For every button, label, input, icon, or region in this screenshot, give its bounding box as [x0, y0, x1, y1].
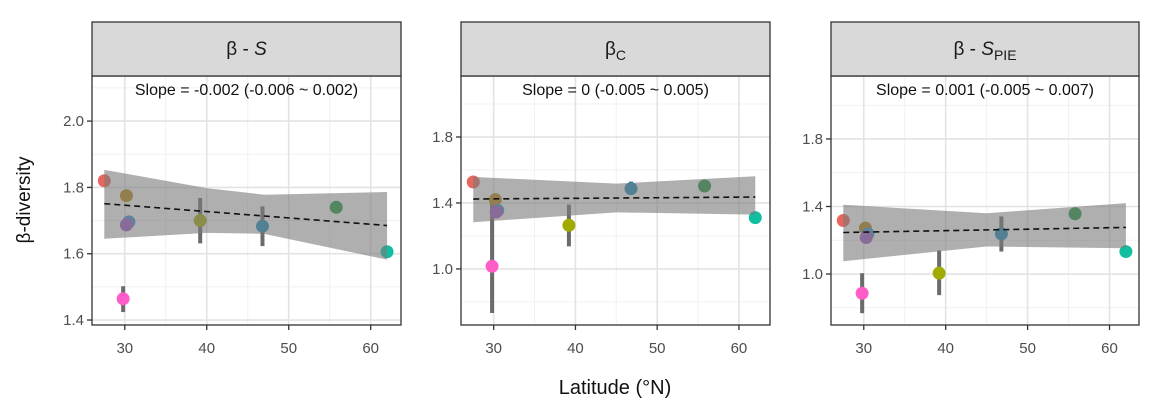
facet-title: βC — [605, 39, 626, 63]
y-tick-label: 1.8 — [802, 131, 823, 148]
y-tick-label: 1.8 — [432, 129, 453, 146]
data-point — [855, 286, 869, 300]
x-tick-label: 60 — [731, 340, 748, 357]
x-axis-label: Latitude (°N) — [559, 377, 672, 399]
data-point — [485, 259, 499, 273]
y-tick-label: 1.4 — [63, 312, 84, 329]
y-tick-label: 1.4 — [802, 198, 823, 215]
x-tick-label: 50 — [649, 340, 666, 357]
y-tick-label: 1.4 — [432, 195, 453, 212]
x-tick-label: 50 — [280, 340, 297, 357]
regression-line — [473, 196, 756, 200]
x-tick-label: 30 — [855, 340, 872, 357]
x-tick-label: 30 — [116, 340, 133, 357]
confidence-band — [843, 203, 1126, 262]
y-tick-label: 1.6 — [63, 246, 84, 263]
x-tick-label: 40 — [567, 340, 584, 357]
y-axis-label: β-diversity — [14, 156, 35, 243]
panel-1: Slope = -0.002 (-0.006 ~ 0.002) β - S 30 40… — [63, 21, 402, 357]
regression-line — [843, 226, 1126, 234]
y-tick-label: 2.0 — [63, 113, 84, 130]
facet-strip — [91, 21, 402, 77]
y-tick-label: 1.0 — [432, 261, 453, 278]
x-tick-label: 60 — [362, 340, 379, 357]
plot-background — [831, 76, 1139, 325]
facet-strip — [460, 21, 771, 77]
x-tick-label: 30 — [485, 340, 502, 357]
data-point — [116, 292, 130, 306]
panel-2: Slope = 0 (-0.005 ~ 0.005) βC 30 40 50 60 1.0 1… — [432, 21, 771, 357]
facet-title: β - SPIE — [953, 39, 1016, 63]
y-tick-label: 1.0 — [802, 266, 823, 283]
panel-3: Slope = 0.001 (-0.005 ~ 0.007) β - SPIE 30… — [802, 21, 1140, 357]
x-tick-label: 60 — [1101, 340, 1118, 357]
facet-strip — [830, 21, 1140, 77]
slope-annotation: Slope = 0.001 (-0.005 ~ 0.007) — [876, 82, 1094, 99]
data-point — [1119, 245, 1133, 259]
x-tick-label: 50 — [1019, 340, 1036, 357]
x-tick-label: 40 — [937, 340, 954, 357]
x-tick-label: 40 — [198, 340, 215, 357]
confidence-band — [473, 176, 756, 223]
data-point — [932, 266, 946, 280]
data-point — [562, 218, 576, 232]
slope-annotation: Slope = -0.002 (-0.006 ~ 0.002) — [135, 82, 358, 99]
y-tick-label: 1.8 — [63, 179, 84, 196]
slope-annotation: Slope = 0 (-0.005 ~ 0.005) — [522, 82, 709, 99]
facet-title: β - S — [226, 39, 267, 60]
regression-line — [104, 202, 388, 227]
